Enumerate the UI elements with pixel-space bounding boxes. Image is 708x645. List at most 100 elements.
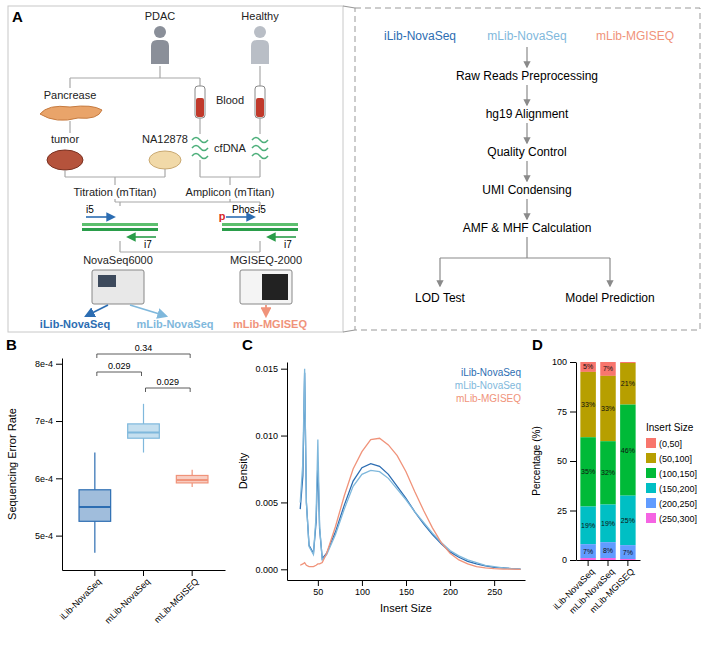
bar-segment (620, 496, 636, 546)
tick-label: 250 (487, 587, 502, 597)
connector (64, 170, 65, 177)
bar-segment (580, 362, 596, 372)
tick: 0.000 (255, 565, 287, 575)
panel-box: 5e-46e-47e-48e-4iLib-NovaSeqmLib-NovaSeq… (6, 336, 226, 626)
axis-line (62, 359, 63, 571)
machine (240, 270, 292, 304)
tick: 8e-4 (35, 359, 62, 369)
connector (265, 305, 267, 316)
tick-mark (56, 421, 62, 422)
tick: 7e-4 (35, 416, 62, 426)
sequencer-icon (92, 270, 144, 304)
connector (259, 118, 260, 134)
tick-label: mLib-NovaSeq (103, 576, 152, 625)
tick-mark (56, 364, 62, 365)
pipeline-step: UMI Condensing (482, 183, 571, 197)
panel-label: D (532, 336, 543, 353)
p-value: 0.029 (157, 377, 180, 387)
legend-swatch (646, 438, 656, 448)
tick-mark (608, 560, 609, 566)
connector (164, 169, 165, 177)
tick-mark (94, 570, 95, 576)
legend-swatch (646, 453, 656, 463)
tick-label: 75 (557, 407, 567, 417)
subject-label: Healthy (241, 10, 279, 22)
pipeline-branch: Model Prediction (565, 291, 654, 305)
boxes (79, 404, 208, 553)
strand (222, 228, 298, 231)
tick: mLib-MGISEQ (152, 570, 200, 625)
connector (226, 216, 254, 218)
axis-line (287, 363, 288, 581)
tick: 50 (557, 456, 576, 466)
legend-swatch (646, 498, 656, 508)
tick: 0 (562, 555, 576, 565)
blood (256, 98, 264, 117)
strand (82, 228, 158, 231)
tick: 150 (399, 580, 414, 597)
person-icon (151, 26, 169, 64)
connector (159, 66, 160, 78)
legend-swatch (646, 468, 656, 478)
connector (119, 241, 120, 252)
tick-label: 200 (443, 587, 458, 597)
data-label: 32% (601, 469, 615, 476)
tick-label: mLib-MGISEQ (152, 576, 200, 624)
pipeline-step: AMF & MHF Calculation (463, 221, 592, 235)
tick-label: 50 (557, 456, 567, 466)
tick: 200 (443, 580, 458, 597)
tick: 100 (552, 357, 576, 367)
bar-segment (620, 363, 636, 405)
body (251, 40, 269, 64)
body (151, 40, 169, 64)
tick-mark (494, 580, 495, 586)
data-label: 8% (603, 547, 613, 554)
connector (120, 251, 260, 252)
legend-title: Insert Size (646, 422, 694, 433)
panel (262, 274, 288, 300)
whisker (192, 483, 193, 487)
connector (128, 236, 156, 238)
tick: mLib-MGISEQ (588, 560, 636, 615)
tick-mark (56, 536, 62, 537)
connector (259, 66, 260, 86)
tick-mark (627, 560, 628, 566)
bar-segment (600, 441, 616, 504)
tick-mark (318, 580, 319, 586)
bar-segment (600, 505, 616, 543)
data-label: 25% (621, 517, 635, 524)
data-label: 19% (601, 520, 615, 527)
connector (526, 47, 527, 67)
panel-line: 501001502002500.0000.0050.0100.015Insert… (237, 336, 526, 614)
tick-mark (192, 570, 193, 576)
tick-mark (281, 436, 287, 437)
machine (92, 270, 144, 304)
tick-mark (143, 570, 144, 576)
lines (300, 369, 520, 570)
legend-entry: (0,50] (659, 439, 682, 449)
tick-mark (588, 560, 589, 566)
y-axis: 5e-46e-47e-48e-4 (35, 359, 63, 571)
data-label: 33% (601, 405, 615, 412)
pancreas-icon (40, 106, 102, 120)
tick-mark (406, 580, 407, 586)
connector (114, 177, 115, 185)
significance-bracket (97, 354, 190, 358)
tumor-icon (47, 150, 83, 170)
data-label: 7% (623, 549, 633, 556)
connector (343, 6, 355, 8)
tick-mark (450, 580, 451, 586)
tick-label: 6e-4 (35, 474, 53, 484)
box-body (79, 490, 111, 522)
connector (69, 121, 70, 133)
legend-entry: (150,200] (659, 484, 697, 494)
tick: mLib-NovaSeq (103, 570, 152, 626)
tick-mark (570, 560, 576, 561)
tick: 0.010 (255, 431, 287, 441)
legend: Insert Size(0,50](50,100](100,150](150,2… (646, 422, 697, 524)
series-line (300, 438, 520, 569)
adapter-construct (82, 217, 158, 237)
bars (580, 362, 635, 560)
bar-segment (580, 372, 596, 437)
x-axis: 50100150200250 (288, 580, 526, 597)
